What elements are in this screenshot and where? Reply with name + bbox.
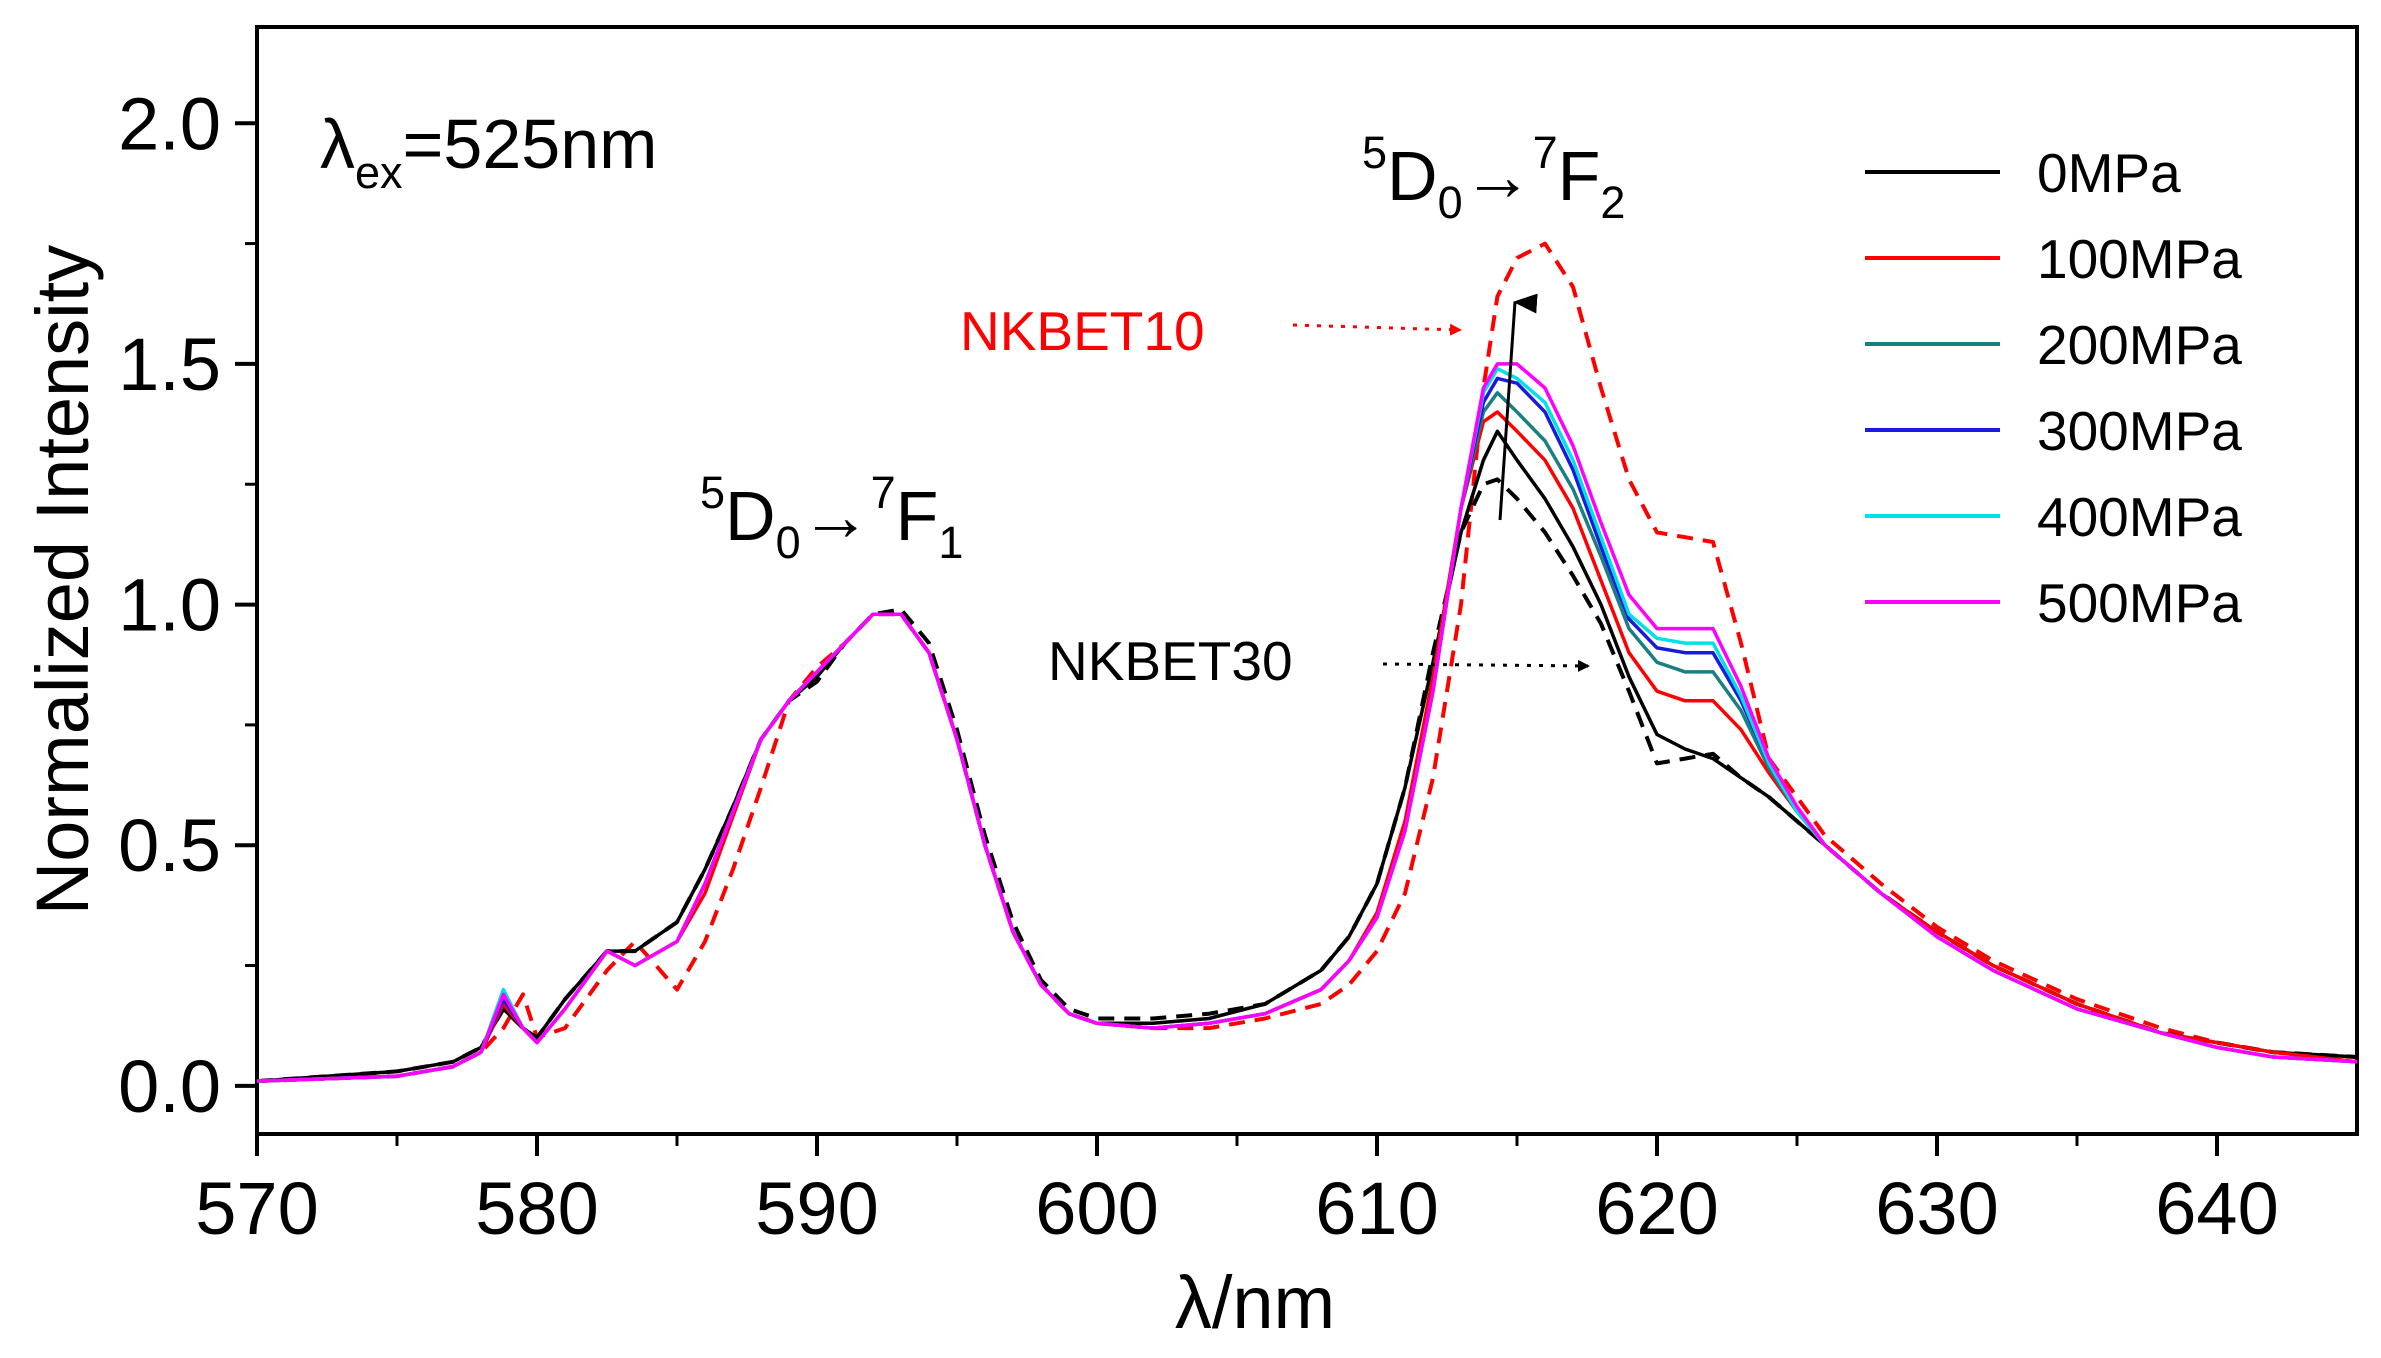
x-tick-label: 590 bbox=[755, 1167, 878, 1250]
series-line-300mpa bbox=[256, 376, 2358, 1083]
x-tick-label: 640 bbox=[2155, 1167, 2278, 1250]
excitation-value: =525nm bbox=[403, 105, 658, 183]
excitation-symbol: λ bbox=[320, 105, 355, 183]
x-tick-label: 610 bbox=[1315, 1167, 1438, 1250]
x-axis-title: λ/nm bbox=[1175, 1261, 1335, 1344]
excitation-label: λex=525nm bbox=[320, 105, 657, 198]
transition-label-7f2: 5D0→7F2 bbox=[1362, 127, 1625, 228]
legend: 0MPa 100MPa 200MPa 300MPa 400MPa 500MPa bbox=[1865, 142, 2242, 634]
y-tick-label: 1.5 bbox=[118, 323, 221, 406]
series-line-0mpa bbox=[256, 429, 2358, 1083]
legend-label-300mpa: 300MPa bbox=[2037, 400, 2242, 462]
nkbet10-pointer-arrow bbox=[1292, 323, 1462, 336]
y-tick-label: 0.5 bbox=[118, 804, 221, 887]
pressure-trend-arrow bbox=[1498, 293, 1538, 521]
series-layer bbox=[256, 241, 2358, 1084]
sample-label-nkbet10: NKBET10 bbox=[960, 300, 1205, 362]
axis-ticks: 570 580 590 600 610 620 630 640 0.0 0.5 1.0 1.5 2.0 bbox=[118, 82, 2279, 1250]
legend-label-200mpa: 200MPa bbox=[2037, 314, 2242, 376]
transition-label-7f1: 5D0→7F1 bbox=[700, 467, 963, 568]
legend-label-400mpa: 400MPa bbox=[2037, 486, 2242, 548]
excitation-subscript: ex bbox=[355, 147, 403, 198]
y-axis-title: Normalized Intensity bbox=[21, 245, 104, 915]
y-tick-label: 1.0 bbox=[118, 564, 221, 647]
x-tick-label: 600 bbox=[1035, 1167, 1158, 1250]
x-tick-label: 580 bbox=[475, 1167, 598, 1250]
x-tick-label: 620 bbox=[1595, 1167, 1718, 1250]
y-tick-label: 2.0 bbox=[118, 82, 221, 165]
series-line-500mpa bbox=[256, 362, 2358, 1083]
legend-label-0mpa: 0MPa bbox=[2037, 142, 2181, 204]
x-tick-label: 570 bbox=[195, 1167, 318, 1250]
nkbet30-pointer-arrow bbox=[1382, 659, 1590, 672]
sample-label-nkbet30: NKBET30 bbox=[1048, 630, 1293, 692]
legend-label-100mpa: 100MPa bbox=[2037, 228, 2242, 290]
x-tick-label: 630 bbox=[1875, 1167, 1998, 1250]
series-line-400mpa bbox=[256, 366, 2358, 1083]
plot-frame bbox=[255, 25, 2359, 1136]
y-tick-label: 0.0 bbox=[118, 1045, 221, 1128]
legend-label-500mpa: 500MPa bbox=[2037, 572, 2242, 634]
